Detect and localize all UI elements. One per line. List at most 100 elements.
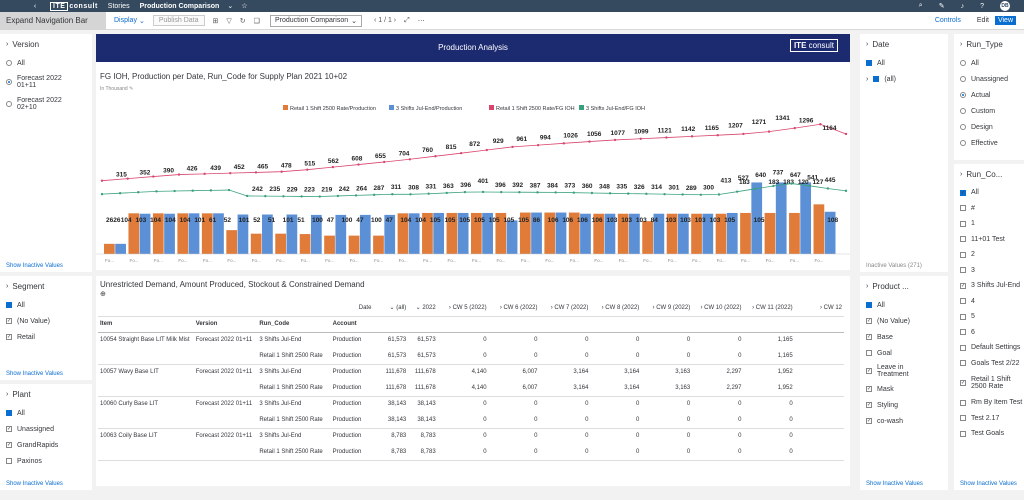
- add-icon[interactable]: ⊕: [100, 291, 106, 298]
- star-icon[interactable]: ☆: [241, 3, 248, 10]
- more-icon[interactable]: ⋯: [417, 17, 425, 25]
- table-cell: 4,140: [471, 384, 487, 391]
- bar-label: 183: [783, 179, 794, 186]
- inactive-values-count[interactable]: Inactive Values (271): [866, 263, 922, 269]
- runcode-option[interactable]: ✓ All: [960, 189, 979, 197]
- show-inactive-link[interactable]: Show Inactive Values: [866, 481, 923, 487]
- pager[interactable]: ‹ 1 / 1 ›: [373, 17, 397, 24]
- runcode-option[interactable]: Goals Test 2/22: [960, 356, 1024, 372]
- insert-icon[interactable]: ⊞: [212, 17, 219, 25]
- filter-icon[interactable]: ▽: [226, 17, 232, 25]
- product-option[interactable]: ✓ co-wash: [866, 417, 904, 425]
- runcode-option[interactable]: 3: [960, 263, 1024, 279]
- runcode-option[interactable]: 4: [960, 294, 1024, 310]
- page-select[interactable]: Production Comparison ⌄: [269, 14, 362, 27]
- product-option[interactable]: ✓ Leave in Treatment: [866, 364, 909, 378]
- plant-option[interactable]: Paxinos: [6, 453, 92, 469]
- date-option[interactable]: All: [866, 55, 948, 71]
- show-inactive-link[interactable]: Show Inactive Values: [6, 371, 63, 377]
- segment-option[interactable]: ✓ (No Value): [6, 317, 50, 325]
- show-inactive-link[interactable]: Show Inactive Values: [6, 481, 63, 487]
- runcode-option[interactable]: Default Settings: [960, 340, 1024, 356]
- bell-icon[interactable]: ♪: [960, 2, 965, 10]
- runcode-option[interactable]: Test Goals: [960, 426, 1024, 442]
- edit-button[interactable]: Edit: [976, 17, 989, 24]
- fullscreen-icon[interactable]: ⤢: [404, 16, 410, 24]
- bar-mark: [666, 213, 678, 254]
- product-option[interactable]: ✓ Base: [866, 333, 893, 341]
- product-option[interactable]: ✓ Mask: [866, 385, 894, 393]
- runcode-option[interactable]: 6: [960, 325, 1024, 341]
- runcode-option[interactable]: 5: [960, 309, 1024, 325]
- view-button[interactable]: View: [994, 16, 1016, 25]
- bar-label: 105: [503, 217, 514, 224]
- line-label: 392: [512, 182, 523, 189]
- breadcrumb[interactable]: Stories: [107, 2, 130, 10]
- back-icon[interactable]: ‹: [33, 2, 37, 10]
- segment-option[interactable]: All: [6, 297, 92, 313]
- chevron-down-icon[interactable]: ⌄: [227, 3, 234, 10]
- green-series-line-point: [844, 189, 848, 193]
- runtype-option[interactable]: All: [960, 55, 1024, 71]
- brand-logo: ITE consult: [789, 39, 838, 52]
- segment-option[interactable]: ✓ Retail: [6, 333, 35, 341]
- bar-mark: [104, 243, 115, 254]
- line-label: 515: [304, 161, 315, 168]
- bookmark-icon[interactable]: ❑: [253, 17, 260, 25]
- runtype-option[interactable]: Design: [960, 119, 1024, 135]
- refresh-icon[interactable]: ↻: [239, 17, 246, 25]
- expand-nav-button[interactable]: Expand Navigation Bar: [0, 11, 106, 30]
- version-option[interactable]: Forecast 2022 02+10: [6, 93, 92, 115]
- controls-button[interactable]: Controls: [934, 17, 961, 24]
- help-icon[interactable]: ?: [980, 2, 984, 10]
- bar-mark: [335, 214, 347, 254]
- table-cell: 0: [686, 416, 691, 423]
- bar-mark: [226, 230, 238, 254]
- green-series-line-point: [100, 192, 104, 196]
- search-icon[interactable]: ⌕: [918, 2, 923, 9]
- bar-label: 105: [724, 217, 735, 224]
- product-option[interactable]: ✓ Styling: [866, 401, 899, 409]
- table-cell: 0: [738, 337, 742, 344]
- bar-label: 104: [150, 217, 161, 224]
- bar-label: 61: [209, 217, 217, 224]
- x-tick-label: Fo...: [399, 258, 408, 263]
- runcode-option[interactable]: 1: [960, 216, 1024, 232]
- bar-mark: [433, 212, 445, 254]
- runcode-option[interactable]: #: [960, 201, 1024, 217]
- version-option[interactable]: Forecast 2022 01+11: [6, 71, 92, 93]
- plant-option[interactable]: ✓ GrandRapids: [6, 441, 59, 449]
- bar-mark: [544, 212, 556, 254]
- runtype-option[interactable]: Actual: [960, 87, 1024, 103]
- product-option[interactable]: Goal: [866, 345, 948, 361]
- chart-plot[interactable]: Retail 1 Shift 2500 Rate/Production 3 Shi…: [96, 90, 850, 270]
- toolbar: Expand Navigation Bar Display ⌄ Publish D…: [0, 11, 1024, 30]
- show-inactive-link[interactable]: Show Inactive Values: [6, 263, 63, 269]
- plant-option[interactable]: ✓ Unassigned: [6, 425, 54, 433]
- product-option[interactable]: All: [866, 297, 948, 313]
- runcode-option[interactable]: 11+01 Test: [960, 232, 1024, 248]
- display-menu[interactable]: Display ⌄: [114, 17, 145, 25]
- runtype-option[interactable]: Custom: [960, 103, 1024, 119]
- runtype-option[interactable]: Effective: [960, 135, 1024, 151]
- publish-data-button[interactable]: Publish Data: [152, 15, 205, 26]
- legend-swatch: [389, 105, 394, 110]
- runcode-option[interactable]: ✓ Retail 1 Shift 2500 Rate: [960, 376, 1011, 390]
- table-cell: 61,573: [387, 352, 407, 359]
- lightbulb-icon[interactable]: ✎: [938, 3, 945, 10]
- avatar[interactable]: DB: [1000, 1, 1010, 11]
- runcode-option[interactable]: Test 2.17: [960, 411, 1024, 427]
- runcode-option[interactable]: ✓ 3 Shifts Jul-End: [960, 282, 1021, 290]
- show-inactive-link[interactable]: Show Inactive Values: [960, 481, 1017, 487]
- version-option[interactable]: All: [6, 55, 92, 71]
- line-label: 647: [790, 172, 801, 179]
- table-cell: 0: [635, 416, 640, 423]
- product-option[interactable]: ✓ (No Value): [866, 317, 910, 325]
- runcode-option[interactable]: Rm By Item Test: [960, 395, 1024, 411]
- plant-option[interactable]: All: [6, 405, 92, 421]
- runcode-option[interactable]: 2: [960, 247, 1024, 263]
- runtype-option[interactable]: Unassigned: [960, 71, 1024, 87]
- bar-label: 120: [798, 179, 809, 186]
- chevron-down-icon[interactable]: ›: [6, 41, 9, 48]
- date-option[interactable]: › (all): [866, 75, 897, 83]
